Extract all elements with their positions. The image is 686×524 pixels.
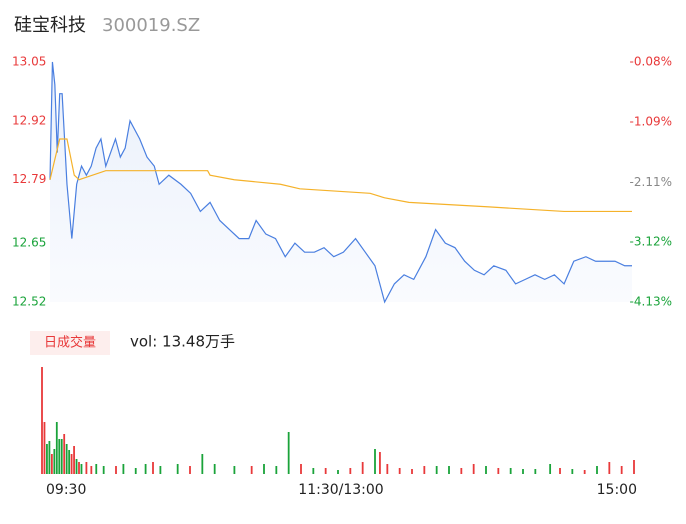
volume-bar: [398, 468, 401, 474]
volume-bar: [559, 468, 561, 474]
volume-bar: [287, 432, 290, 474]
volume-bar: [58, 439, 61, 474]
volume-bar: [201, 454, 204, 474]
volume-bar: [63, 434, 66, 474]
y2-tick-label: -2.11%: [630, 175, 672, 189]
volume-bar: [80, 464, 83, 474]
y-tick-label: 12.79: [12, 172, 46, 186]
x-tick-label: 09:30: [46, 482, 86, 498]
x-tick-label: 15:00: [597, 482, 637, 498]
volume-bar: [620, 466, 623, 474]
average-line: [49, 138, 632, 213]
volume-bar: [50, 454, 53, 474]
y-tick-label: 13.05: [12, 55, 46, 69]
volume-bar: [102, 466, 105, 474]
y2-tick-label: -0.08%: [630, 55, 672, 69]
volume-bar: [53, 449, 56, 474]
volume-bar: [275, 466, 278, 474]
volume-bar: [68, 450, 71, 474]
stock-name: 硅宝科技: [14, 15, 86, 36]
volume-bar: [509, 468, 512, 474]
volume-bar: [374, 449, 376, 474]
volume-bar: [411, 469, 413, 474]
volume-bar: [583, 470, 586, 474]
volume-bar: [263, 464, 265, 474]
volume-bar: [90, 466, 93, 474]
y-tick-label: 12.52: [12, 295, 46, 309]
volume-bar: [46, 444, 48, 474]
volume-bar: [386, 464, 389, 474]
volume-bar: [633, 460, 635, 474]
x-tick-label: 11:30/13:00: [298, 482, 383, 498]
volume-bar: [85, 462, 88, 474]
volume-bar: [472, 464, 475, 474]
volume-bar: [233, 466, 236, 474]
volume-bar: [349, 468, 352, 474]
volume-total: vol: 13.48万手: [130, 333, 235, 351]
y-tick-label: 12.92: [12, 113, 46, 127]
volume-bar: [250, 466, 253, 474]
volume-bar: [549, 464, 552, 474]
y2-tick-label: -4.13%: [630, 295, 672, 309]
volume-bar: [497, 468, 500, 474]
volume-bar: [75, 459, 78, 474]
volume-bar: [423, 466, 426, 474]
volume-bar: [152, 462, 154, 474]
volume-bar: [134, 468, 137, 474]
volume-bar: [300, 464, 302, 474]
badge-bg: [30, 331, 110, 355]
volume-bar: [324, 468, 327, 474]
volume-bar: [159, 466, 162, 474]
volume-bar: [43, 422, 46, 474]
volume-bar: [571, 469, 574, 474]
volume-bar: [144, 464, 147, 474]
price-area: [50, 62, 632, 302]
volume-bar: [73, 446, 75, 474]
volume-bar: [70, 454, 73, 474]
volume-bar: [312, 468, 315, 474]
volume-bar: [60, 439, 63, 474]
volume-bar: [361, 462, 364, 474]
volume-bar: [78, 462, 80, 474]
volume-bar: [213, 464, 216, 474]
volume-bar: [41, 367, 43, 474]
volume-bar: [189, 466, 191, 474]
volume-bar: [522, 469, 524, 474]
y2-tick-label: -1.09%: [630, 114, 672, 128]
volume-bar: [176, 464, 179, 474]
volume-bar: [55, 422, 58, 474]
volume-bar: [379, 452, 381, 474]
volume-bar: [48, 441, 51, 474]
volume-bar: [435, 466, 438, 474]
price-line: [49, 61, 632, 304]
stock-code: 300019.SZ: [102, 15, 200, 36]
volume-bar: [115, 466, 117, 474]
volume-bar: [596, 466, 598, 474]
volume-bar: [485, 466, 487, 474]
volume-bar: [608, 462, 611, 474]
volume-bar: [448, 466, 450, 474]
y2-tick-label: -3.12%: [630, 235, 672, 249]
volume-bar: [95, 464, 98, 474]
volume-bar: [534, 469, 537, 474]
volume-bar: [460, 468, 463, 474]
volume-bar: [65, 444, 68, 474]
volume-bar: [337, 470, 339, 474]
y-tick-label: 12.65: [12, 236, 46, 250]
volume-bar: [122, 464, 125, 474]
volume-badge: 日成交量: [44, 335, 96, 351]
